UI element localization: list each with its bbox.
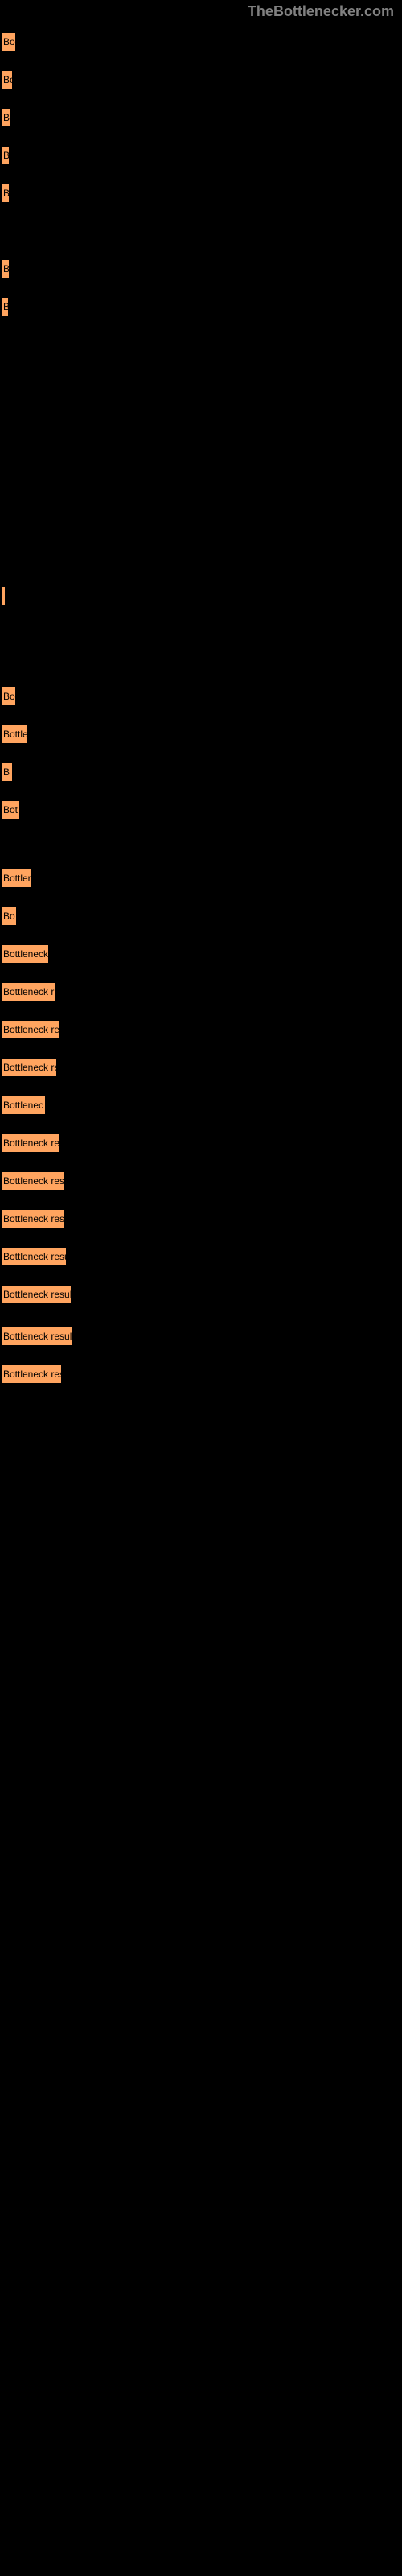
bar-label: Bo: [2, 74, 14, 85]
bar: B: [0, 258, 10, 279]
bar-label: B: [2, 112, 10, 123]
bar-row: Bottleneck resu: [0, 1362, 402, 1386]
bar-row: Bottleneck resul: [0, 1245, 402, 1269]
bar-row: Bottleneck re: [0, 1055, 402, 1080]
bar-row: [0, 584, 402, 608]
brand-text: TheBottlenecker.com: [248, 3, 394, 19]
bar-label: Bo: [2, 910, 15, 922]
chart-container: Bo Bo B B B B B Bo Bottle B Bot Bottler Bo Bottleneck…: [0, 30, 402, 1386]
bar: Bottleneck resul: [0, 1246, 68, 1267]
bar: [0, 372, 3, 393]
bar: B: [0, 183, 10, 204]
bar: Bottleneck resu: [0, 1364, 63, 1385]
bar-row: [0, 332, 402, 357]
bar: [0, 221, 3, 242]
bar-row: Bottle: [0, 722, 402, 746]
bar-label: Bot: [2, 804, 18, 815]
bar: Bottleneck resu: [0, 1208, 66, 1229]
bar-row: Bot: [0, 798, 402, 822]
bar-label: Bottleneck resu: [2, 1213, 66, 1224]
bar-row: Bottleneck res: [0, 1131, 402, 1155]
bar-row: Bottler: [0, 866, 402, 890]
bar-label: Bottleneck: [2, 948, 48, 960]
bar: Bottleneck res: [0, 1133, 61, 1154]
bar: B: [0, 107, 12, 128]
bar-row: Bottlenec: [0, 1093, 402, 1117]
bar-label: B: [2, 301, 10, 312]
bar-label: Bottleneck r: [2, 986, 54, 997]
bar-row: Bo: [0, 30, 402, 54]
bar-row: B: [0, 105, 402, 130]
bar-label: Bottleneck resul: [2, 1251, 68, 1262]
bar-label: Bottleneck re: [2, 1062, 58, 1073]
bar-label: B: [2, 766, 10, 778]
bar: Bot: [0, 799, 21, 820]
bar-row: Bo: [0, 684, 402, 708]
bar-row: Bottleneck result: [0, 1324, 402, 1348]
bar: Bo: [0, 69, 14, 90]
bar-label: B: [2, 150, 10, 161]
bar-label: Bo: [2, 36, 15, 47]
bar-row: Bo: [0, 904, 402, 928]
bar-row: Bottleneck res: [0, 1018, 402, 1042]
bar: Bo: [0, 686, 17, 707]
bar: Bottleneck re: [0, 1057, 58, 1078]
bar-label: Bottlenec: [2, 1100, 43, 1111]
bar: Bottler: [0, 868, 32, 889]
bar: Bottleneck r: [0, 981, 56, 1002]
bar-row: B: [0, 760, 402, 784]
bar: B: [0, 762, 14, 782]
bar: B: [0, 296, 10, 317]
bar-row: Bottleneck: [0, 942, 402, 966]
bar: Bottleneck res: [0, 1019, 60, 1040]
bar-label: Bottleneck resu: [2, 1368, 63, 1380]
bar-row: Bottleneck resu: [0, 1207, 402, 1231]
bar-label: Bottleneck resul: [2, 1175, 66, 1187]
bar-row: Bottleneck result: [0, 1282, 402, 1307]
bar: Bottleneck resul: [0, 1170, 66, 1191]
bar: Bottleneck result: [0, 1326, 73, 1347]
bar: [0, 585, 6, 606]
bar-row: Bottleneck r: [0, 980, 402, 1004]
bar: [0, 334, 3, 355]
bar: Bottleneck: [0, 943, 50, 964]
bar-label: Bottleneck result: [2, 1289, 72, 1300]
bar-row: B: [0, 143, 402, 167]
bar: Bottlenec: [0, 1095, 47, 1116]
bar: Bottleneck result: [0, 1284, 72, 1305]
bar-row: B: [0, 181, 402, 205]
bar: Bottle: [0, 724, 28, 745]
bar-row: [0, 370, 402, 394]
bar: Bo: [0, 906, 18, 927]
bar-row: Bottleneck resul: [0, 1169, 402, 1193]
bar-row: B: [0, 295, 402, 319]
bar-row: B: [0, 257, 402, 281]
bar: B: [0, 145, 10, 166]
bar-label: Bottleneck res: [2, 1137, 61, 1149]
bar: Bo: [0, 31, 17, 52]
bar-label: Bottleneck result: [2, 1331, 73, 1342]
bar-row: Bo: [0, 68, 402, 92]
bar-label: B: [2, 188, 10, 199]
bar-label: B: [2, 263, 10, 275]
bar-label: Bottleneck res: [2, 1024, 60, 1035]
bar-label: Bottle: [2, 729, 28, 740]
bar-row: [0, 219, 402, 243]
header: TheBottlenecker.com: [0, 0, 402, 20]
bar-label: Bo: [2, 691, 15, 702]
bar-label: Bottler: [2, 873, 31, 884]
